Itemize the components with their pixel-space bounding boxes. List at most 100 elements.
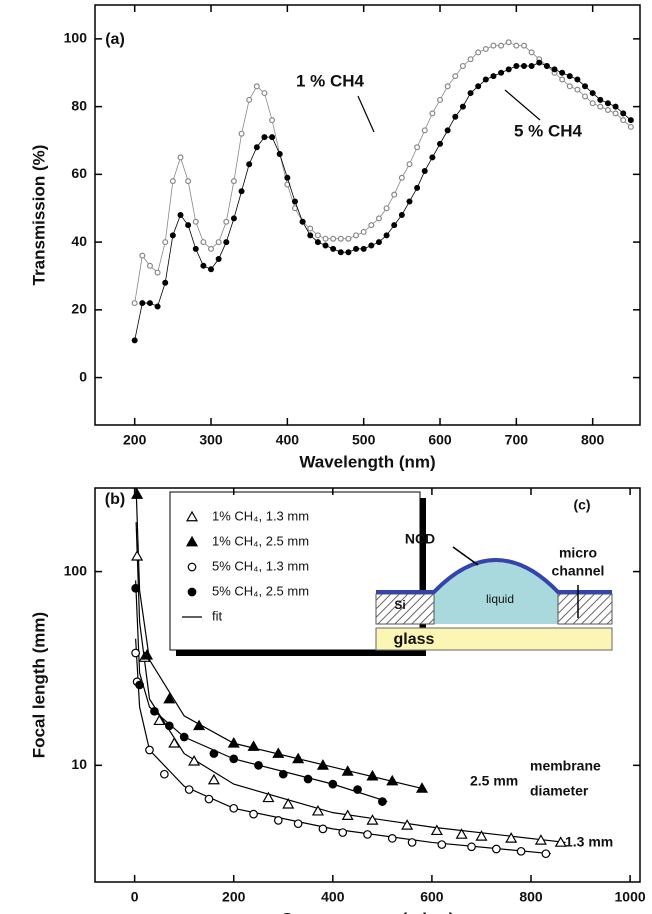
series-line	[134, 62, 632, 341]
data-point	[269, 117, 276, 124]
data-point	[620, 110, 627, 117]
data-point	[253, 83, 260, 90]
pointer	[504, 89, 541, 121]
panel-label: (a)	[105, 31, 125, 48]
data-point	[215, 239, 222, 246]
data-point	[179, 732, 189, 742]
data-point	[254, 760, 263, 770]
inset-diagram: (c) NCD micro channel Si liquid glass	[375, 497, 613, 651]
data-point	[338, 828, 348, 837]
data-point	[437, 840, 447, 849]
data-point	[162, 279, 169, 286]
data-point	[169, 178, 176, 185]
data-point	[421, 167, 428, 174]
plot-frame	[94, 487, 641, 883]
fit-line	[135, 638, 551, 855]
data-point	[378, 797, 387, 806]
fit-line	[135, 487, 423, 790]
data-point	[208, 266, 215, 273]
data-point	[314, 239, 321, 246]
pointer	[357, 95, 375, 133]
data-point	[574, 76, 581, 83]
data-point	[429, 110, 436, 117]
data-point	[383, 205, 390, 212]
y-axis-title: Transmission (%)	[29, 145, 48, 286]
data-point	[184, 785, 194, 794]
data-point	[353, 785, 362, 794]
data-point	[131, 648, 140, 658]
data-point	[229, 803, 239, 813]
data-point	[163, 692, 176, 704]
data-point	[627, 123, 634, 130]
data-point	[207, 773, 220, 785]
data-point	[192, 245, 199, 252]
data-point	[366, 769, 379, 781]
data-point	[318, 824, 328, 834]
data-point	[328, 779, 338, 789]
data-point	[498, 69, 505, 76]
data-point	[169, 232, 176, 239]
data-point	[597, 96, 604, 103]
x-tick-label: 500	[352, 432, 376, 448]
data-point	[505, 832, 518, 843]
data-point	[513, 42, 520, 49]
data-point	[375, 239, 382, 246]
panel-label: (c)	[573, 497, 590, 513]
data-point	[612, 103, 619, 110]
data-point	[541, 849, 551, 859]
y-tick-label: 10	[71, 756, 87, 772]
data-point	[353, 232, 360, 239]
data-point	[146, 300, 153, 307]
plot-frame	[94, 4, 641, 426]
data-point	[160, 769, 169, 779]
data-point	[551, 66, 558, 73]
data-point	[139, 300, 146, 307]
data-point	[536, 59, 543, 66]
data-point	[391, 222, 398, 229]
data-point	[444, 83, 451, 90]
data-point	[612, 110, 619, 117]
data-point	[363, 830, 372, 839]
data-point	[345, 235, 352, 242]
data-point	[227, 737, 240, 748]
y-tick-label: 80	[71, 97, 87, 113]
y-axis-title: Focal length (mm)	[29, 612, 48, 758]
series-label: 1 % CH4	[296, 71, 365, 90]
y-tick-label: 0	[79, 368, 87, 384]
data-point	[146, 262, 153, 269]
data-point	[230, 178, 237, 185]
data-point	[455, 828, 468, 839]
data-point	[249, 809, 258, 819]
data-point	[475, 830, 488, 841]
data-point	[177, 154, 184, 161]
data-point	[292, 752, 305, 764]
inset-label: micro	[559, 545, 597, 561]
data-point	[314, 232, 321, 239]
data-point	[154, 303, 161, 310]
y-tick-label: 100	[64, 30, 88, 46]
data-point	[209, 749, 219, 758]
data-point	[131, 300, 138, 307]
data-point	[516, 846, 526, 856]
data-point	[200, 239, 207, 246]
legend-marker	[187, 562, 197, 572]
data-point	[604, 100, 611, 107]
data-point	[200, 262, 207, 269]
data-point	[246, 161, 253, 168]
data-point	[262, 791, 275, 803]
data-point	[223, 218, 230, 225]
data-point	[459, 62, 466, 69]
data-point	[307, 232, 314, 239]
data-point	[246, 96, 253, 103]
data-point	[627, 117, 634, 124]
data-point	[437, 96, 444, 103]
data-point	[452, 113, 459, 120]
legend-label: fit	[212, 608, 223, 623]
legend-marker	[185, 510, 199, 522]
data-point	[168, 737, 181, 748]
y-tick-label: 40	[71, 233, 87, 249]
data-point	[322, 242, 329, 249]
data-point	[566, 83, 573, 90]
data-point	[293, 819, 303, 829]
data-point	[407, 838, 417, 847]
